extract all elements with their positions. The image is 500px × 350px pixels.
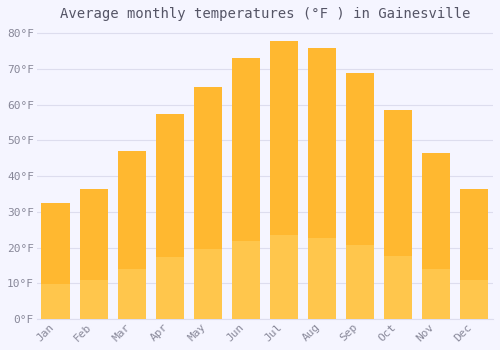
Bar bbox=[308, 238, 336, 319]
Bar bbox=[118, 268, 146, 319]
Bar bbox=[346, 73, 374, 319]
Bar bbox=[156, 257, 184, 319]
Bar bbox=[270, 236, 298, 319]
Bar bbox=[194, 87, 222, 319]
Bar bbox=[384, 110, 412, 319]
Bar bbox=[460, 280, 488, 319]
Bar bbox=[80, 280, 108, 319]
Bar bbox=[80, 189, 108, 319]
Bar bbox=[232, 58, 260, 319]
Bar bbox=[118, 151, 146, 319]
Bar bbox=[460, 189, 488, 319]
Bar bbox=[270, 41, 298, 319]
Bar bbox=[156, 114, 184, 319]
Bar bbox=[308, 48, 336, 319]
Bar bbox=[422, 269, 450, 319]
Bar bbox=[194, 249, 222, 319]
Title: Average monthly temperatures (°F ) in Gainesville: Average monthly temperatures (°F ) in Ga… bbox=[60, 7, 470, 21]
Bar bbox=[42, 203, 70, 319]
Bar bbox=[232, 241, 260, 319]
Bar bbox=[422, 153, 450, 319]
Bar bbox=[42, 284, 70, 319]
Bar bbox=[384, 256, 412, 319]
Bar bbox=[346, 245, 374, 319]
